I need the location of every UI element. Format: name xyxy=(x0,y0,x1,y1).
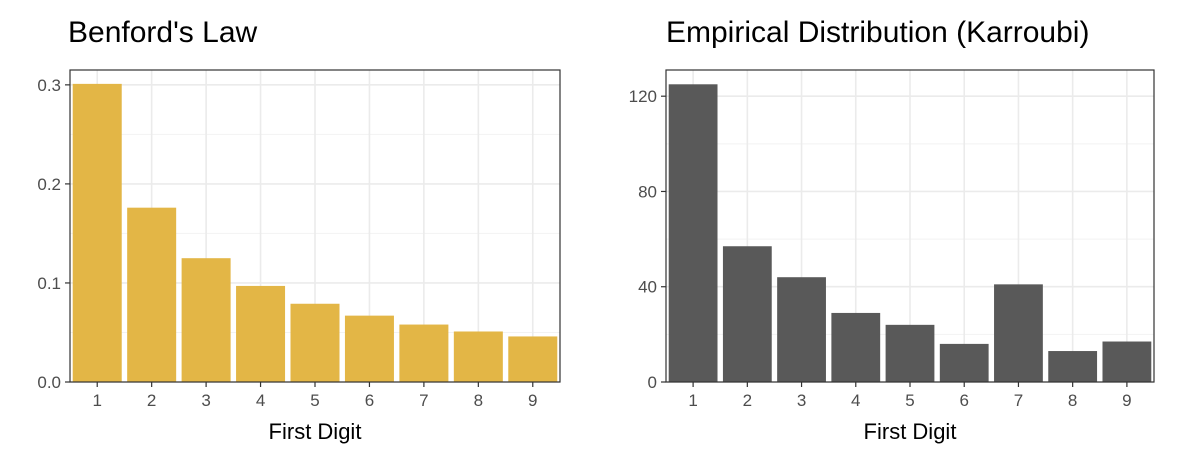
bar-digit-6 xyxy=(939,343,989,382)
x-tick-label: 2 xyxy=(147,391,156,410)
x-tick-label: 9 xyxy=(528,391,537,410)
bar-digit-9 xyxy=(1102,341,1152,382)
y-tick-label: 0.3 xyxy=(37,76,61,95)
x-tick-label: 1 xyxy=(688,391,697,410)
bar-digit-7 xyxy=(994,284,1043,382)
y-tick-label: 0.0 xyxy=(37,373,61,392)
bar-digit-5 xyxy=(885,324,935,382)
y-tick-label: 40 xyxy=(638,278,657,297)
chart-panel-benford: Benford's Law 0.0 0.1 0.2 0.3 1 2 3 4 5 6 7 8 9 First… xyxy=(0,0,590,468)
bar-digit-4 xyxy=(831,312,881,382)
bar-digit-5 xyxy=(290,303,340,382)
x-tick-label: 6 xyxy=(959,391,968,410)
bar-digit-8 xyxy=(1048,351,1098,382)
x-tick-label: 8 xyxy=(1068,391,1077,410)
y-tick-label: 120 xyxy=(629,87,657,106)
chart-title: Benford's Law xyxy=(68,16,258,49)
x-tick-label: 3 xyxy=(201,391,210,410)
x-tick-label: 5 xyxy=(905,391,914,410)
x-tick-label: 6 xyxy=(365,391,374,410)
y-tick-label: 0.2 xyxy=(37,175,61,194)
bar-digit-3 xyxy=(777,277,826,382)
bar-chart-benford: 0.0 0.1 0.2 0.3 1 2 3 4 5 6 7 8 9 First Digit xyxy=(37,69,561,444)
x-tick-label: 4 xyxy=(256,391,265,410)
x-axis-title: First Digit xyxy=(269,419,362,444)
x-tick-label: 7 xyxy=(419,391,428,410)
bar-chart-karroubi: 0 40 80 120 1 2 3 4 5 6 7 8 9 First Digit xyxy=(629,69,1155,444)
y-tick-label: 0.1 xyxy=(37,274,61,293)
bar-digit-9 xyxy=(508,336,558,382)
bar-digit-3 xyxy=(181,258,231,382)
bar-digit-4 xyxy=(236,285,286,382)
x-tick-label: 7 xyxy=(1014,391,1023,410)
x-tick-label: 8 xyxy=(474,391,483,410)
chart-title: Empirical Distribution (Karroubi) xyxy=(666,16,1090,49)
x-tick-label: 5 xyxy=(310,391,319,410)
x-tick-label: 2 xyxy=(743,391,752,410)
x-tick-label: 4 xyxy=(851,391,860,410)
bar-digit-2 xyxy=(722,246,772,382)
chart-panel-karroubi: Empirical Distribution (Karroubi) 0 40 80 1… xyxy=(600,0,1198,468)
bar-digit-1 xyxy=(72,83,122,382)
x-axis-title: First Digit xyxy=(864,419,957,444)
bar-digit-8 xyxy=(453,331,503,382)
x-tick-label: 9 xyxy=(1122,391,1131,410)
y-tick-label: 0 xyxy=(648,373,657,392)
x-tick-label: 3 xyxy=(797,391,806,410)
bar-digit-1 xyxy=(668,84,718,383)
x-tick-label: 1 xyxy=(92,391,101,410)
bar-digit-7 xyxy=(399,324,449,382)
y-tick-label: 80 xyxy=(638,182,657,201)
bar-digit-6 xyxy=(344,315,394,382)
bar-digit-2 xyxy=(127,207,177,382)
